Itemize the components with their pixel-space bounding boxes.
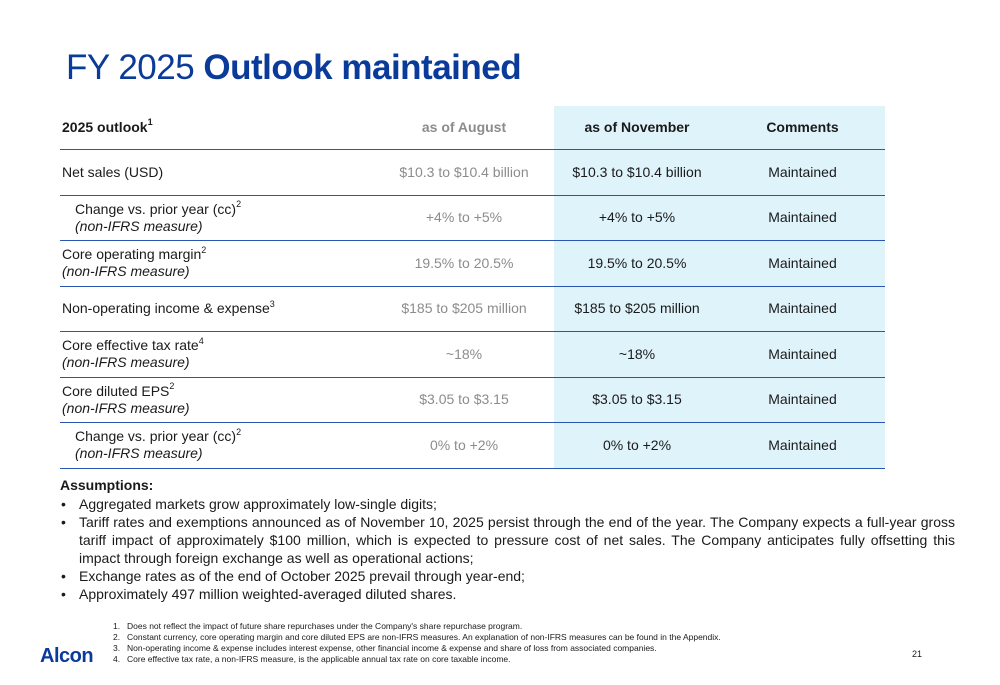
row-comment: Maintained [768,436,837,453]
list-item: Exchange rates as of the end of October … [60,567,955,585]
list-item: Aggregated markets grow approximately lo… [60,495,955,513]
header-outlook: 2025 outlook1 [62,117,153,135]
table-row: Change vs. prior year (cc)2 (non-IFRS mea… [60,196,885,241]
row-comment: Maintained [768,345,837,362]
row-label: Core diluted EPS2 (non-IFRS measure) [62,381,190,416]
outlook-table: 2025 outlook1 as of August as of Novembe… [60,106,885,469]
row-comment: Maintained [768,391,837,408]
row-november: ~18% [618,345,656,362]
row-comment: Maintained [768,300,837,317]
november-column-highlight [554,106,885,468]
row-november: 0% to +2% [602,436,672,453]
page-title-main: Outlook maintained [203,48,522,87]
assumptions-section: Assumptions: Aggregated markets grow app… [60,476,955,603]
row-november: 19.5% to 20.5% [587,254,687,271]
page-title-year: FY 2025 [66,48,195,87]
footnote: 1. Does not reflect the impact of future … [113,621,523,631]
header-august: as of August [421,119,507,135]
header-november: as of November [584,119,690,135]
footnotes: 1. Does not reflect the impact of future … [113,621,721,665]
header-comments: Comments [766,119,839,135]
row-label: Core operating margin2 (non-IFRS measure) [62,244,207,280]
row-label: Non-operating income & expense3 [62,298,275,317]
table-row: Non-operating income & expense3 $185 to … [60,287,885,332]
assumptions-list: Aggregated markets grow approximately lo… [60,495,955,603]
table-row: Change vs. prior year (cc)2 (non-IFRS mea… [60,423,885,469]
row-label: Net sales (USD) [62,163,164,180]
table-row: Core diluted EPS2 (non-IFRS measure) $3.0… [60,378,885,423]
footnote: 3. Non-operating income & expense include… [113,643,657,653]
row-comment: Maintained [768,209,837,226]
row-label: Core effective tax rate4 (non-IFRS measur… [62,335,204,371]
row-august: 19.5% to 20.5% [414,254,514,271]
row-august: ~18% [445,345,483,362]
row-november: $185 to $205 million [574,300,700,317]
row-november: +4% to +5% [598,209,676,226]
row-comment: Maintained [768,163,837,180]
assumptions-heading: Assumptions: [60,477,154,493]
list-item: Tariff rates and exemptions announced as… [60,513,955,567]
footnote: 4. Core effective tax rate, a non-IFRS me… [113,654,511,664]
table-row: Net sales (USD) $10.3 to $10.4 billion $… [60,150,885,196]
table-row: Core operating margin2 (non-IFRS measure)… [60,241,885,287]
row-august: 0% to +2% [429,436,499,453]
row-comment: Maintained [768,254,837,271]
footnote: 2. Constant currency, core operating marg… [113,632,721,642]
table-row: Core effective tax rate4 (non-IFRS measur… [60,332,885,378]
row-august: $10.3 to $10.4 billion [399,163,529,180]
row-august: $185 to $205 million [401,300,527,317]
page-number: 21 [912,649,923,659]
row-label: Change vs. prior year (cc)2 (non-IFRS mea… [75,426,242,462]
page-title: FY 2025 Outlook maintained [66,48,522,88]
row-label: Change vs. prior year (cc)2 (non-IFRS mea… [75,199,242,234]
row-august: +4% to +5% [425,209,503,226]
row-november: $3.05 to $3.15 [592,391,682,408]
table-header-row: 2025 outlook1 as of August as of Novembe… [60,106,885,150]
alcon-logo: Alcon [40,645,94,667]
row-november: $10.3 to $10.4 billion [572,163,702,180]
list-item: Approximately 497 million weighted-avera… [60,585,955,603]
row-august: $3.05 to $3.15 [419,391,509,408]
